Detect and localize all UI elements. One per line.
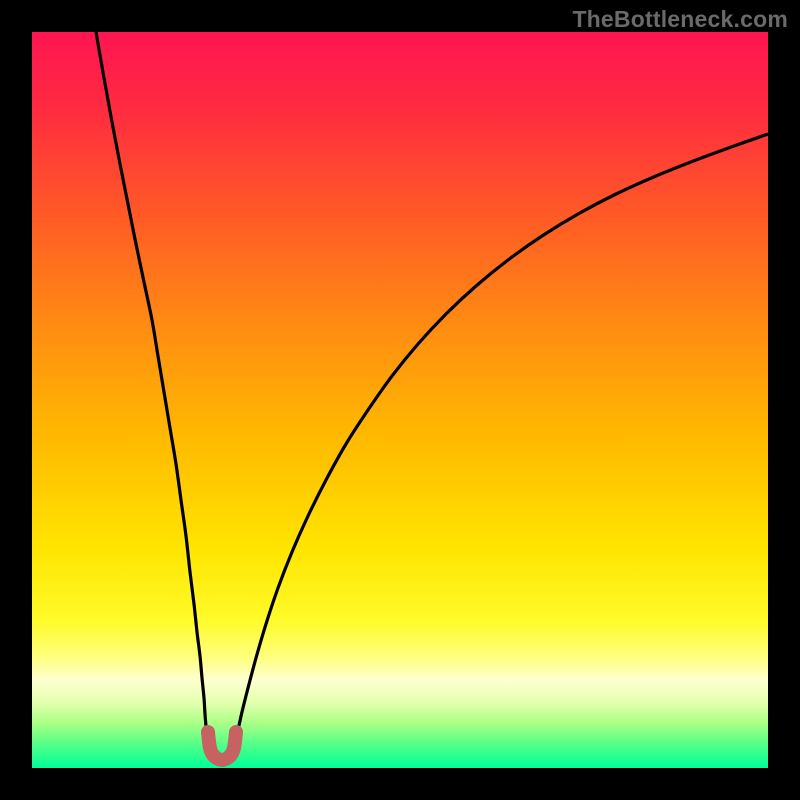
chart-frame: TheBottleneck.com: [0, 0, 800, 800]
plot-area: [32, 32, 768, 768]
gradient-background: [32, 32, 768, 768]
watermark-text: TheBottleneck.com: [572, 6, 788, 33]
chart-svg: [32, 32, 768, 768]
